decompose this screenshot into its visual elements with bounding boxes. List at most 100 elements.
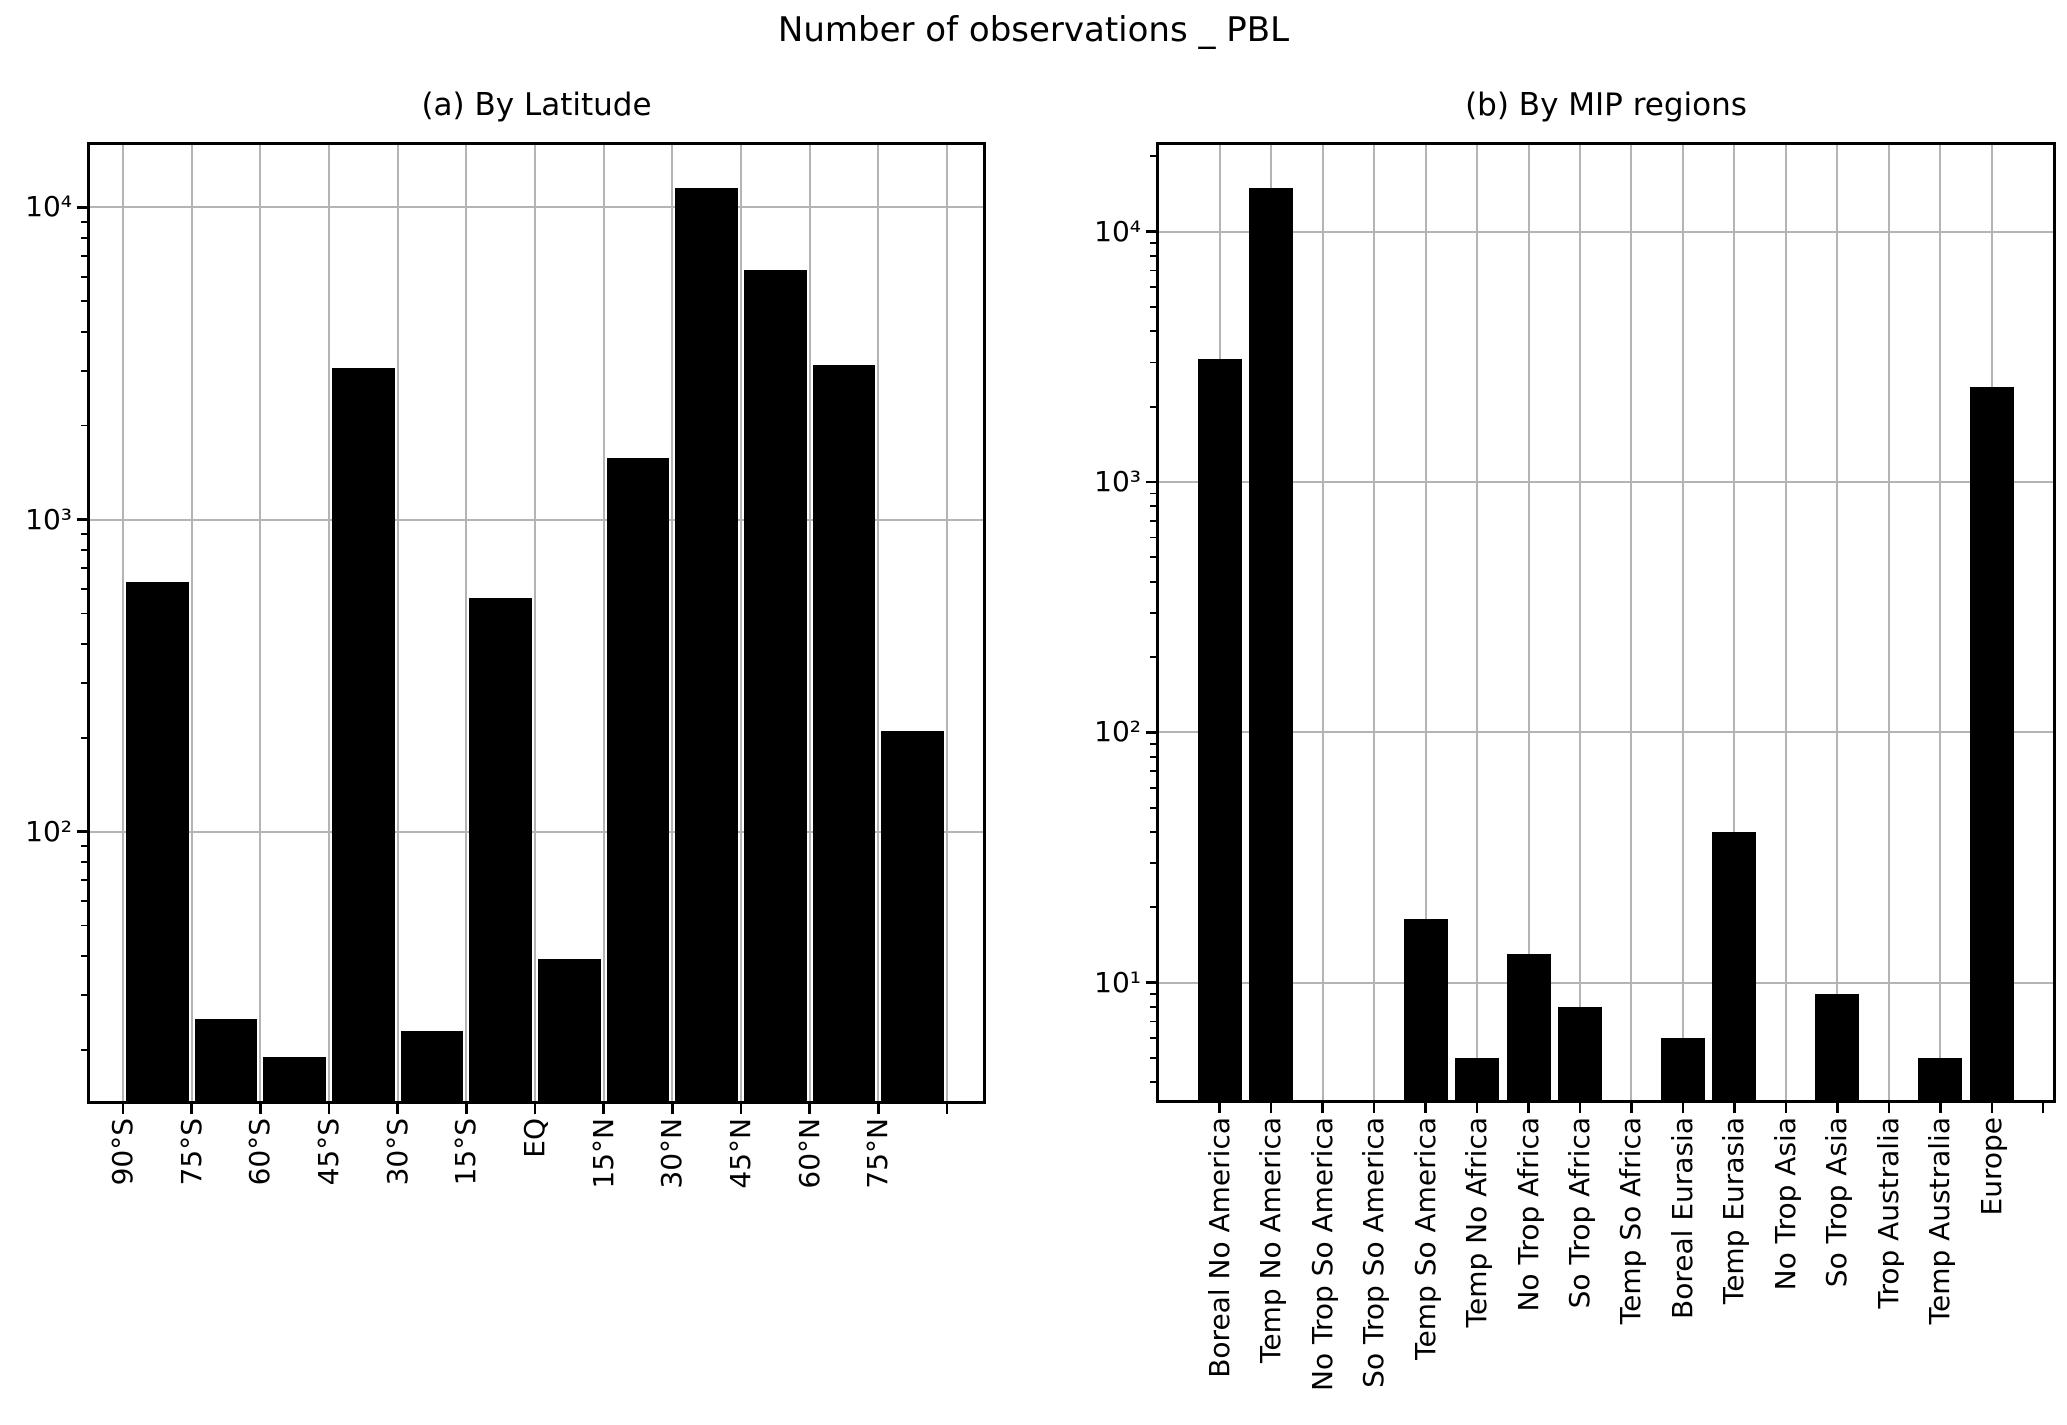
bar-temp-so-america: [1403, 918, 1448, 1100]
x-tick: [1939, 1103, 1942, 1113]
bar-temp-australia: [1918, 1058, 1963, 1100]
gridline-x: [1681, 145, 1684, 1100]
bar-15-s: [469, 598, 532, 1101]
y-minor-tick: [1150, 155, 1156, 158]
x-tick-label-15-s: 15°S: [449, 1118, 483, 1186]
y-minor-tick: [1150, 492, 1156, 495]
bar-so-trop-asia: [1815, 994, 1860, 1100]
x-tick: [808, 1104, 811, 1114]
gridline-x: [740, 145, 742, 1101]
y-minor-tick: [81, 220, 87, 223]
y-minor-tick: [81, 254, 87, 257]
x-tick: [1681, 1103, 1685, 1113]
x-tick: [1887, 1103, 1891, 1113]
y-minor-tick: [81, 924, 87, 927]
x-tick-label-eq: EQ: [518, 1118, 551, 1158]
x-tick-label-temp-so-america: Temp So America: [1408, 1117, 1442, 1360]
x-tick-label-75-n: 75°N: [861, 1118, 895, 1189]
bar-boreal-no-america: [1197, 359, 1242, 1100]
y-tick: [77, 830, 87, 833]
y-minor-tick: [81, 1048, 87, 1051]
x-tick: [1527, 1103, 1530, 1113]
bar-75-s: [194, 1019, 258, 1101]
x-tick-label-so-trop-asia: So Trop Asia: [1820, 1117, 1854, 1288]
y-minor-tick: [81, 275, 87, 278]
x-tick-label-45-s: 45°S: [312, 1118, 345, 1186]
x-tick: [945, 1104, 949, 1114]
panel-b-title: (b) By MIP regions: [1465, 87, 1747, 123]
x-tick: [1475, 1103, 1479, 1113]
x-tick: [1836, 1103, 1839, 1113]
y-minor-tick: [81, 587, 87, 590]
bar-45-s: [332, 368, 395, 1101]
y-tick: [1146, 230, 1156, 233]
x-tick: [877, 1104, 880, 1114]
x-tick: [1269, 1103, 1273, 1113]
gridline-x: [1784, 145, 1787, 1100]
y-minor-tick: [1150, 1057, 1156, 1059]
y-minor-tick: [1150, 993, 1156, 996]
x-tick: [465, 1104, 468, 1114]
y-minor-tick: [81, 642, 87, 645]
gridline-x: [946, 145, 948, 1101]
bar-so-trop-africa: [1557, 1006, 1602, 1100]
x-tick-label-temp-so-africa: Temp So Africa: [1614, 1117, 1648, 1325]
gridline-y: [90, 518, 983, 521]
x-tick-label-15-n: 15°N: [586, 1118, 620, 1189]
y-minor-tick: [1150, 330, 1156, 333]
x-tick-label-30-s: 30°S: [380, 1118, 414, 1186]
y-minor-tick: [1150, 269, 1156, 272]
y-minor-tick: [81, 532, 87, 535]
y-tick: [1146, 480, 1156, 484]
x-tick: [1372, 1103, 1376, 1113]
gridline-y: [90, 830, 983, 833]
y-tick-label: 10³: [25, 502, 72, 536]
gridline-x: [190, 145, 193, 1101]
y-tick-label: 10²: [25, 814, 72, 848]
bar-45-n: [744, 270, 807, 1101]
x-tick-label-temp-australia: Temp Australia: [1923, 1117, 1957, 1325]
gridline-x: [1424, 145, 1427, 1100]
x-tick: [1990, 1103, 1993, 1113]
x-tick: [1321, 1103, 1324, 1113]
y-minor-tick: [1150, 286, 1156, 289]
y-tick: [1146, 731, 1156, 734]
x-tick-label-60-n: 60°N: [792, 1118, 826, 1189]
bar-no-trop-africa: [1506, 954, 1551, 1100]
x-tick: [259, 1104, 262, 1114]
x-tick-label-30-n: 30°N: [655, 1118, 689, 1189]
x-tick-label-boreal-no-america: Boreal No America: [1202, 1117, 1236, 1378]
y-minor-tick: [1150, 787, 1156, 789]
x-tick-label-temp-no-america: Temp No America: [1254, 1117, 1288, 1363]
bar-temp-no-africa: [1455, 1058, 1500, 1100]
gridline-x: [1887, 145, 1890, 1100]
y-minor-tick: [1150, 536, 1156, 539]
y-minor-tick: [1150, 862, 1156, 865]
y-minor-tick: [1150, 505, 1156, 508]
y-minor-tick: [81, 860, 87, 863]
x-tick: [602, 1104, 605, 1114]
x-tick: [1218, 1103, 1221, 1113]
y-minor-tick: [81, 369, 87, 372]
y-tick-label: 10²: [1094, 715, 1141, 749]
bar-europe: [1969, 386, 2014, 1100]
y-minor-tick: [81, 300, 87, 303]
x-tick: [1784, 1103, 1788, 1113]
gridline-x: [396, 145, 399, 1101]
x-tick: [1630, 1103, 1633, 1113]
y-minor-tick: [1150, 1081, 1156, 1084]
y-minor-tick: [1150, 906, 1156, 909]
y-minor-tick: [81, 612, 87, 615]
y-tick-label: 10⁴: [25, 190, 72, 224]
bar-75-n: [881, 731, 944, 1101]
x-tick: [1578, 1103, 1582, 1113]
gridline-x: [808, 145, 811, 1101]
x-tick: [2041, 1103, 2045, 1113]
x-tick-label-temp-no-africa: Temp No Africa: [1460, 1117, 1494, 1328]
x-tick: [739, 1104, 743, 1114]
y-minor-tick: [1150, 361, 1156, 364]
y-minor-tick: [1150, 612, 1156, 614]
gridline-x: [671, 145, 674, 1101]
gridline-x: [1630, 145, 1633, 1100]
gridline-x: [259, 145, 262, 1101]
